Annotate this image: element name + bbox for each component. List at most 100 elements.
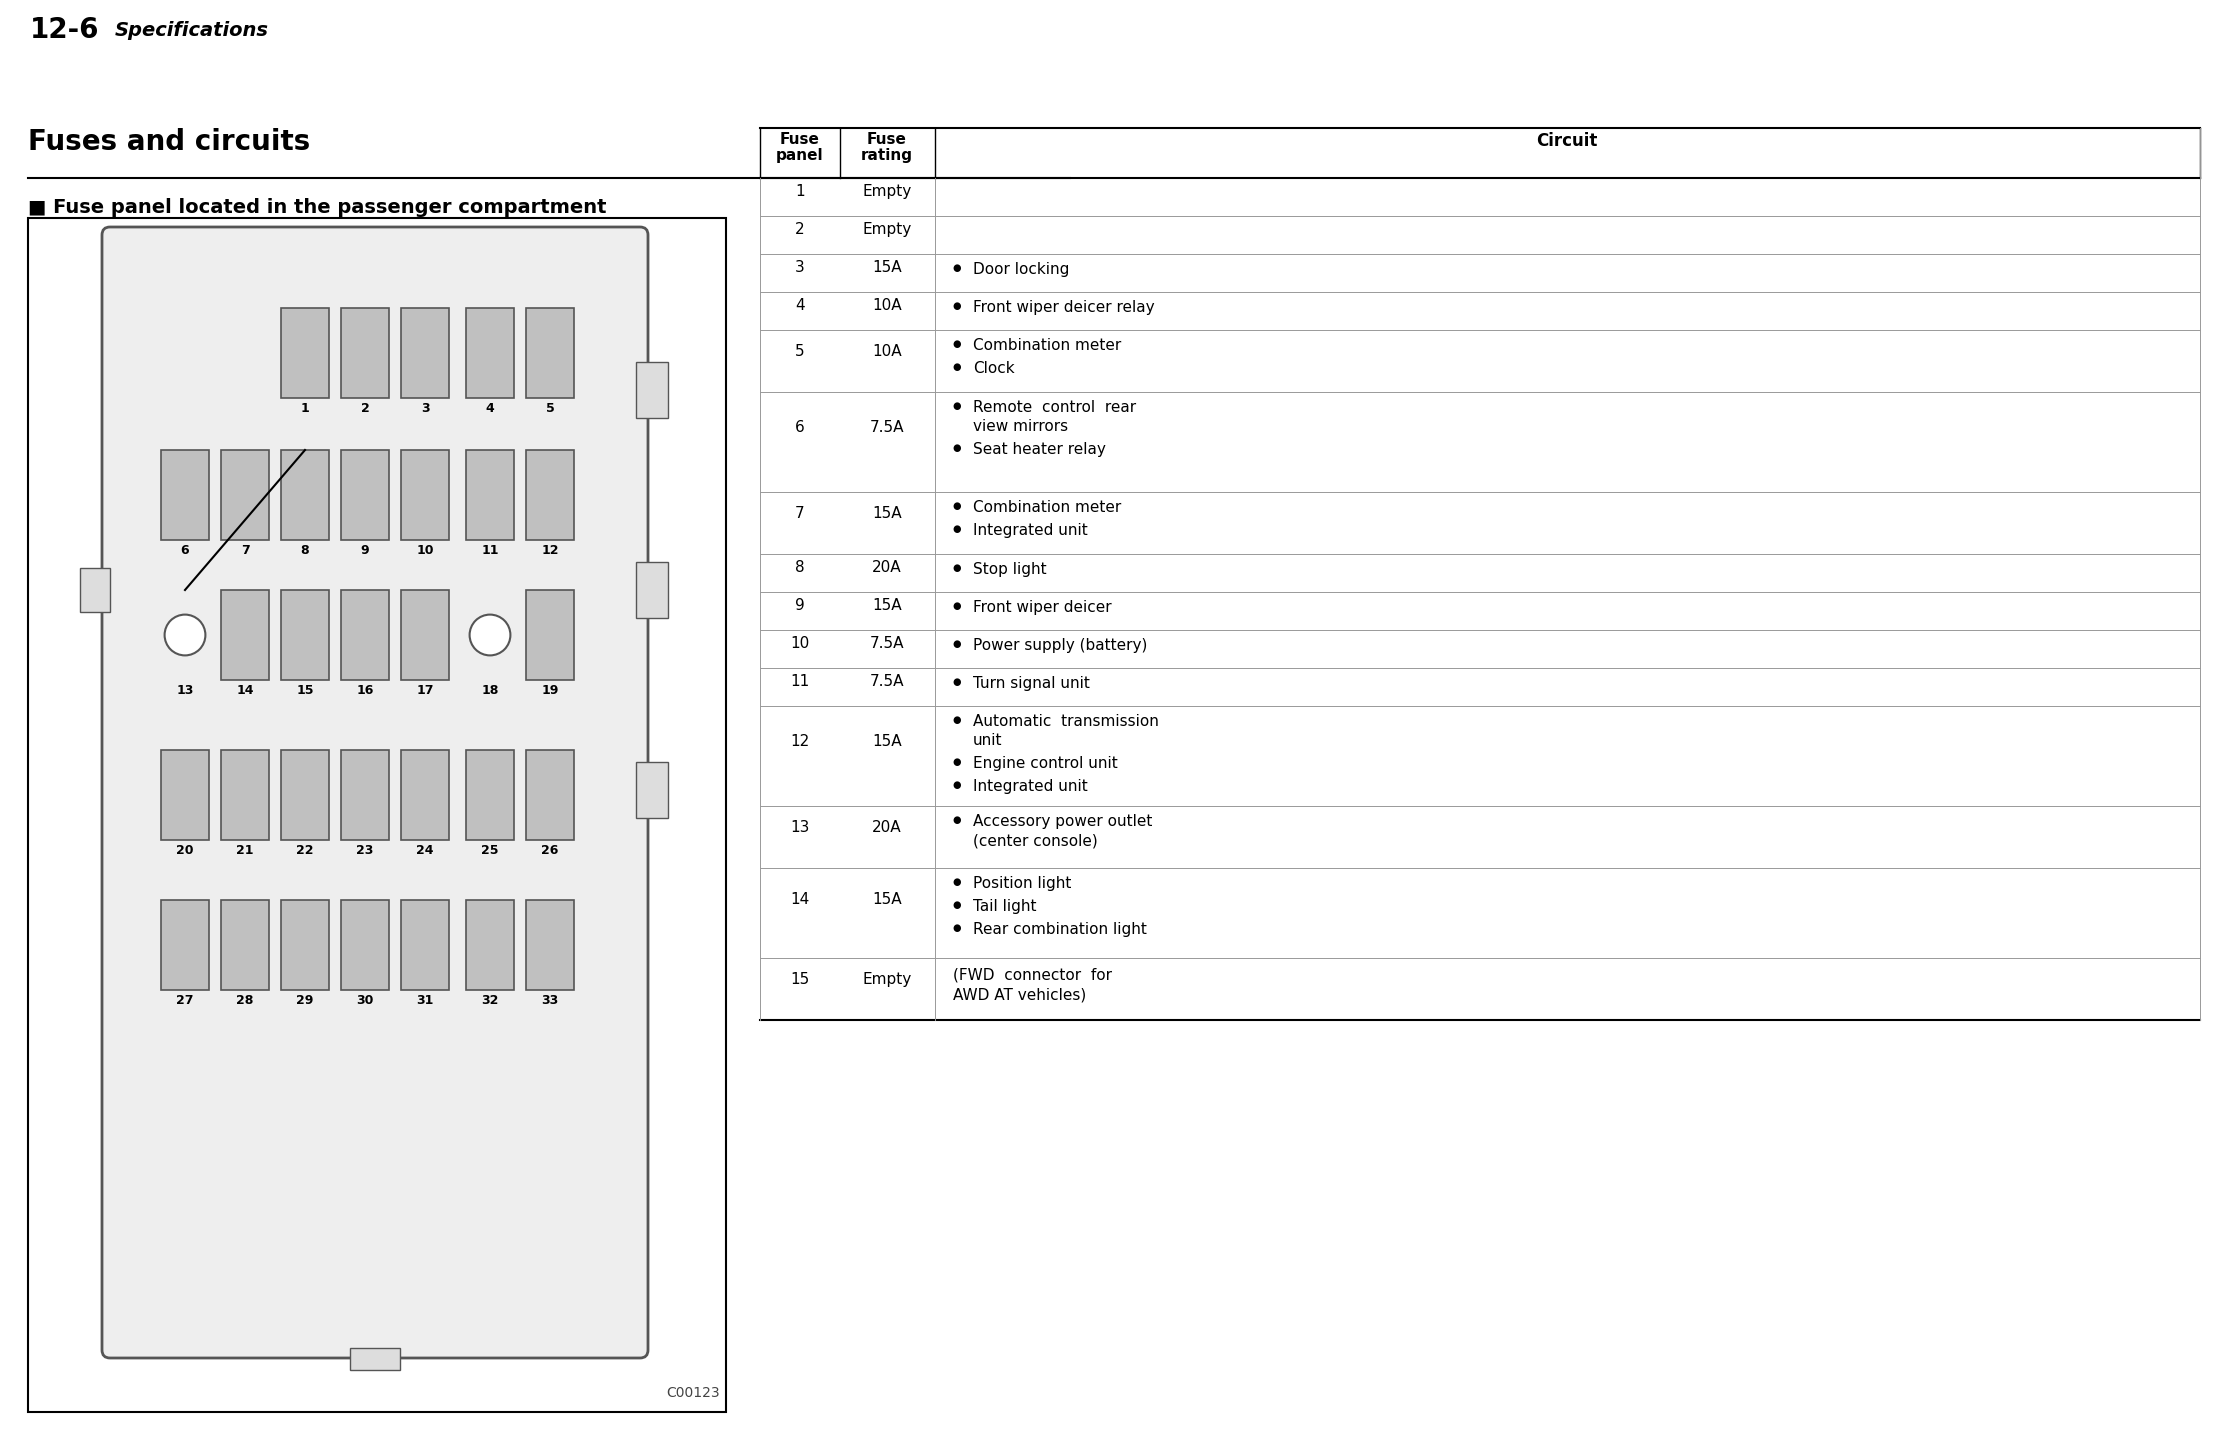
Bar [401, 590, 450, 680]
Text: 7.5A: 7.5A [871, 636, 904, 650]
Text: ●: ● [953, 401, 962, 411]
Text: 5: 5 [546, 402, 555, 415]
Text: 11: 11 [791, 674, 811, 689]
Text: ●: ● [953, 677, 962, 687]
Text: 7.5A: 7.5A [871, 674, 904, 689]
Text: ●: ● [953, 639, 962, 649]
Bar [341, 308, 390, 398]
Bar [526, 750, 575, 841]
Text: 1: 1 [795, 183, 804, 199]
Text: 25: 25 [481, 843, 499, 856]
Bar [401, 308, 450, 398]
Text: 2: 2 [795, 222, 804, 236]
Text: Empty: Empty [862, 222, 911, 236]
Text: 10A: 10A [873, 298, 902, 312]
Text: 14: 14 [236, 684, 254, 697]
Text: 10: 10 [791, 636, 811, 650]
Text: 15A: 15A [873, 597, 902, 613]
Text: ●: ● [953, 339, 962, 349]
Text: 32: 32 [481, 994, 499, 1007]
Text: 17: 17 [416, 684, 434, 697]
Bar [465, 450, 514, 540]
Text: ●: ● [953, 924, 962, 934]
Circle shape [165, 614, 205, 656]
Text: 13: 13 [791, 821, 811, 835]
Bar [220, 590, 269, 680]
Text: 7.5A: 7.5A [871, 420, 904, 434]
Text: 33: 33 [541, 994, 559, 1007]
Text: ●: ● [953, 758, 962, 768]
Bar [637, 762, 668, 818]
Bar [160, 450, 209, 540]
Text: Integrated unit: Integrated unit [973, 779, 1087, 793]
Text: ●: ● [953, 601, 962, 611]
Text: (center console): (center console) [973, 833, 1098, 848]
Bar [637, 362, 668, 418]
Text: 10A: 10A [873, 344, 902, 359]
Bar [526, 308, 575, 398]
Text: Empty: Empty [862, 183, 911, 199]
FancyBboxPatch shape [102, 228, 648, 1358]
Bar [526, 590, 575, 680]
Text: 24: 24 [416, 843, 434, 856]
Text: 19: 19 [541, 684, 559, 697]
Text: 1: 1 [301, 402, 310, 415]
Text: Power supply (battery): Power supply (battery) [973, 639, 1147, 653]
Text: (FWD  connector  for: (FWD connector for [953, 968, 1111, 982]
Text: 12: 12 [541, 544, 559, 557]
Text: 22: 22 [296, 843, 314, 856]
Text: 9: 9 [795, 597, 804, 613]
Text: 11: 11 [481, 544, 499, 557]
Text: Tail light: Tail light [973, 899, 1036, 914]
Text: 5: 5 [795, 344, 804, 359]
Text: 12-6: 12-6 [29, 16, 100, 44]
Text: Fuse
rating: Fuse rating [862, 132, 913, 163]
Bar [281, 590, 330, 680]
Bar [465, 750, 514, 841]
Text: Rear combination light: Rear combination light [973, 922, 1147, 937]
Text: AWD AT vehicles): AWD AT vehicles) [953, 987, 1087, 1002]
Text: Specifications: Specifications [116, 20, 269, 40]
Text: 18: 18 [481, 684, 499, 697]
Bar [350, 1348, 401, 1370]
Text: Automatic  transmission: Automatic transmission [973, 715, 1158, 729]
Text: Combination meter: Combination meter [973, 500, 1120, 516]
Bar [281, 899, 330, 990]
Text: Front wiper deicer: Front wiper deicer [973, 600, 1111, 614]
Text: 15A: 15A [873, 259, 902, 275]
Bar [401, 450, 450, 540]
Text: 2: 2 [361, 402, 370, 415]
Text: Empty: Empty [862, 972, 911, 987]
Text: 31: 31 [416, 994, 434, 1007]
Text: Fuses and circuits: Fuses and circuits [29, 127, 310, 156]
Text: ●: ● [953, 301, 962, 311]
Text: 21: 21 [236, 843, 254, 856]
Bar [341, 899, 390, 990]
Text: 23: 23 [356, 843, 374, 856]
Text: ●: ● [953, 780, 962, 790]
Text: 29: 29 [296, 994, 314, 1007]
Text: 15A: 15A [873, 505, 902, 521]
Bar [526, 450, 575, 540]
Text: 13: 13 [176, 684, 194, 697]
Bar [281, 450, 330, 540]
Text: Position light: Position light [973, 876, 1071, 891]
Bar [465, 308, 514, 398]
Bar [341, 590, 390, 680]
Text: 9: 9 [361, 544, 370, 557]
Text: 10: 10 [416, 544, 434, 557]
Text: 20: 20 [176, 843, 194, 856]
Text: 6: 6 [795, 420, 804, 434]
Text: 15A: 15A [873, 733, 902, 749]
Text: 4: 4 [485, 402, 494, 415]
Text: Door locking: Door locking [973, 262, 1069, 276]
Text: ●: ● [953, 899, 962, 909]
Text: 7: 7 [795, 505, 804, 521]
Text: Integrated unit: Integrated unit [973, 523, 1087, 538]
Text: Remote  control  rear: Remote control rear [973, 400, 1136, 415]
Text: 15A: 15A [873, 892, 902, 906]
Text: ●: ● [953, 442, 962, 453]
Text: ■ Fuse panel located in the passenger compartment: ■ Fuse panel located in the passenger co… [29, 198, 606, 218]
Bar [637, 561, 668, 619]
Text: 27: 27 [176, 994, 194, 1007]
